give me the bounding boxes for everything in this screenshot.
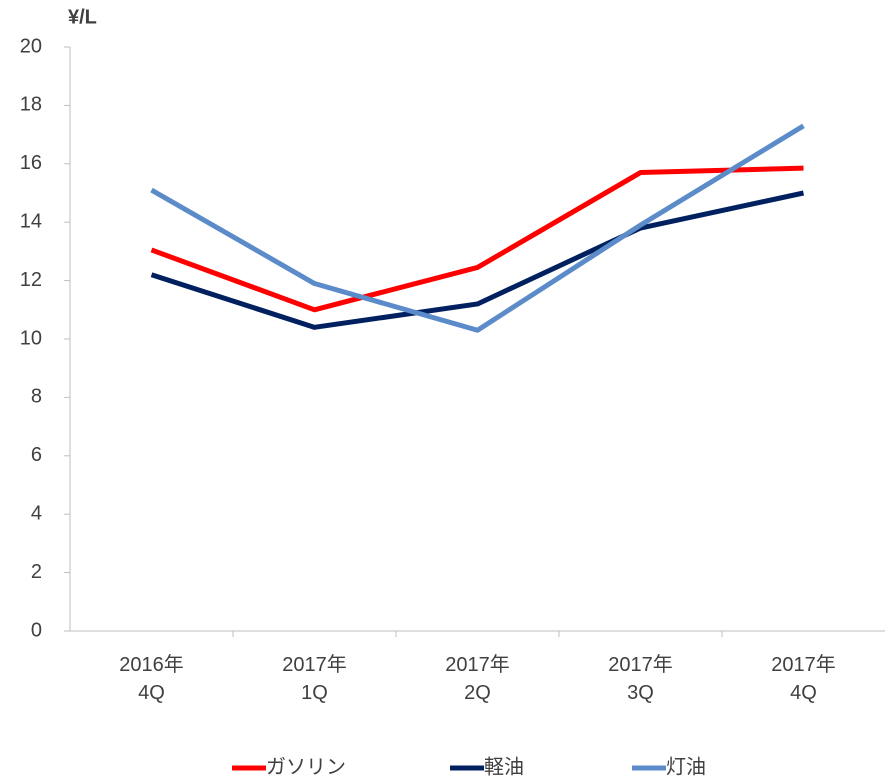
y-tick-label: 10 — [20, 327, 42, 349]
legend-label: ガソリン — [266, 755, 346, 778]
x-tick-label: 2017年 3Q — [608, 654, 673, 704]
x-tick-label: 2017年 4Q — [771, 654, 836, 704]
y-tick-label: 0 — [31, 619, 42, 641]
y-tick-label: 4 — [31, 502, 42, 524]
y-tick-label: 2 — [31, 561, 42, 583]
legend-label: 灯油 — [666, 755, 706, 778]
x-tick-label: 2017年 2Q — [445, 654, 510, 704]
legend-label: 軽油 — [484, 755, 524, 778]
y-tick-label: 6 — [31, 444, 42, 466]
x-tick-label: 2016年 4Q — [119, 654, 184, 704]
y-tick-label: 16 — [20, 152, 42, 174]
y-axis-label: ¥/L — [68, 6, 97, 28]
line-series — [150, 190, 805, 330]
x-tick-label: 2017年 1Q — [282, 654, 347, 704]
y-tick-label: 18 — [20, 94, 42, 116]
y-tick-label: 14 — [20, 210, 42, 232]
line-series — [150, 165, 804, 313]
y-tick-label: 12 — [20, 269, 42, 291]
y-tick-label: 8 — [31, 386, 42, 408]
y-tick-label: 20 — [20, 35, 42, 57]
line-series — [150, 123, 805, 333]
